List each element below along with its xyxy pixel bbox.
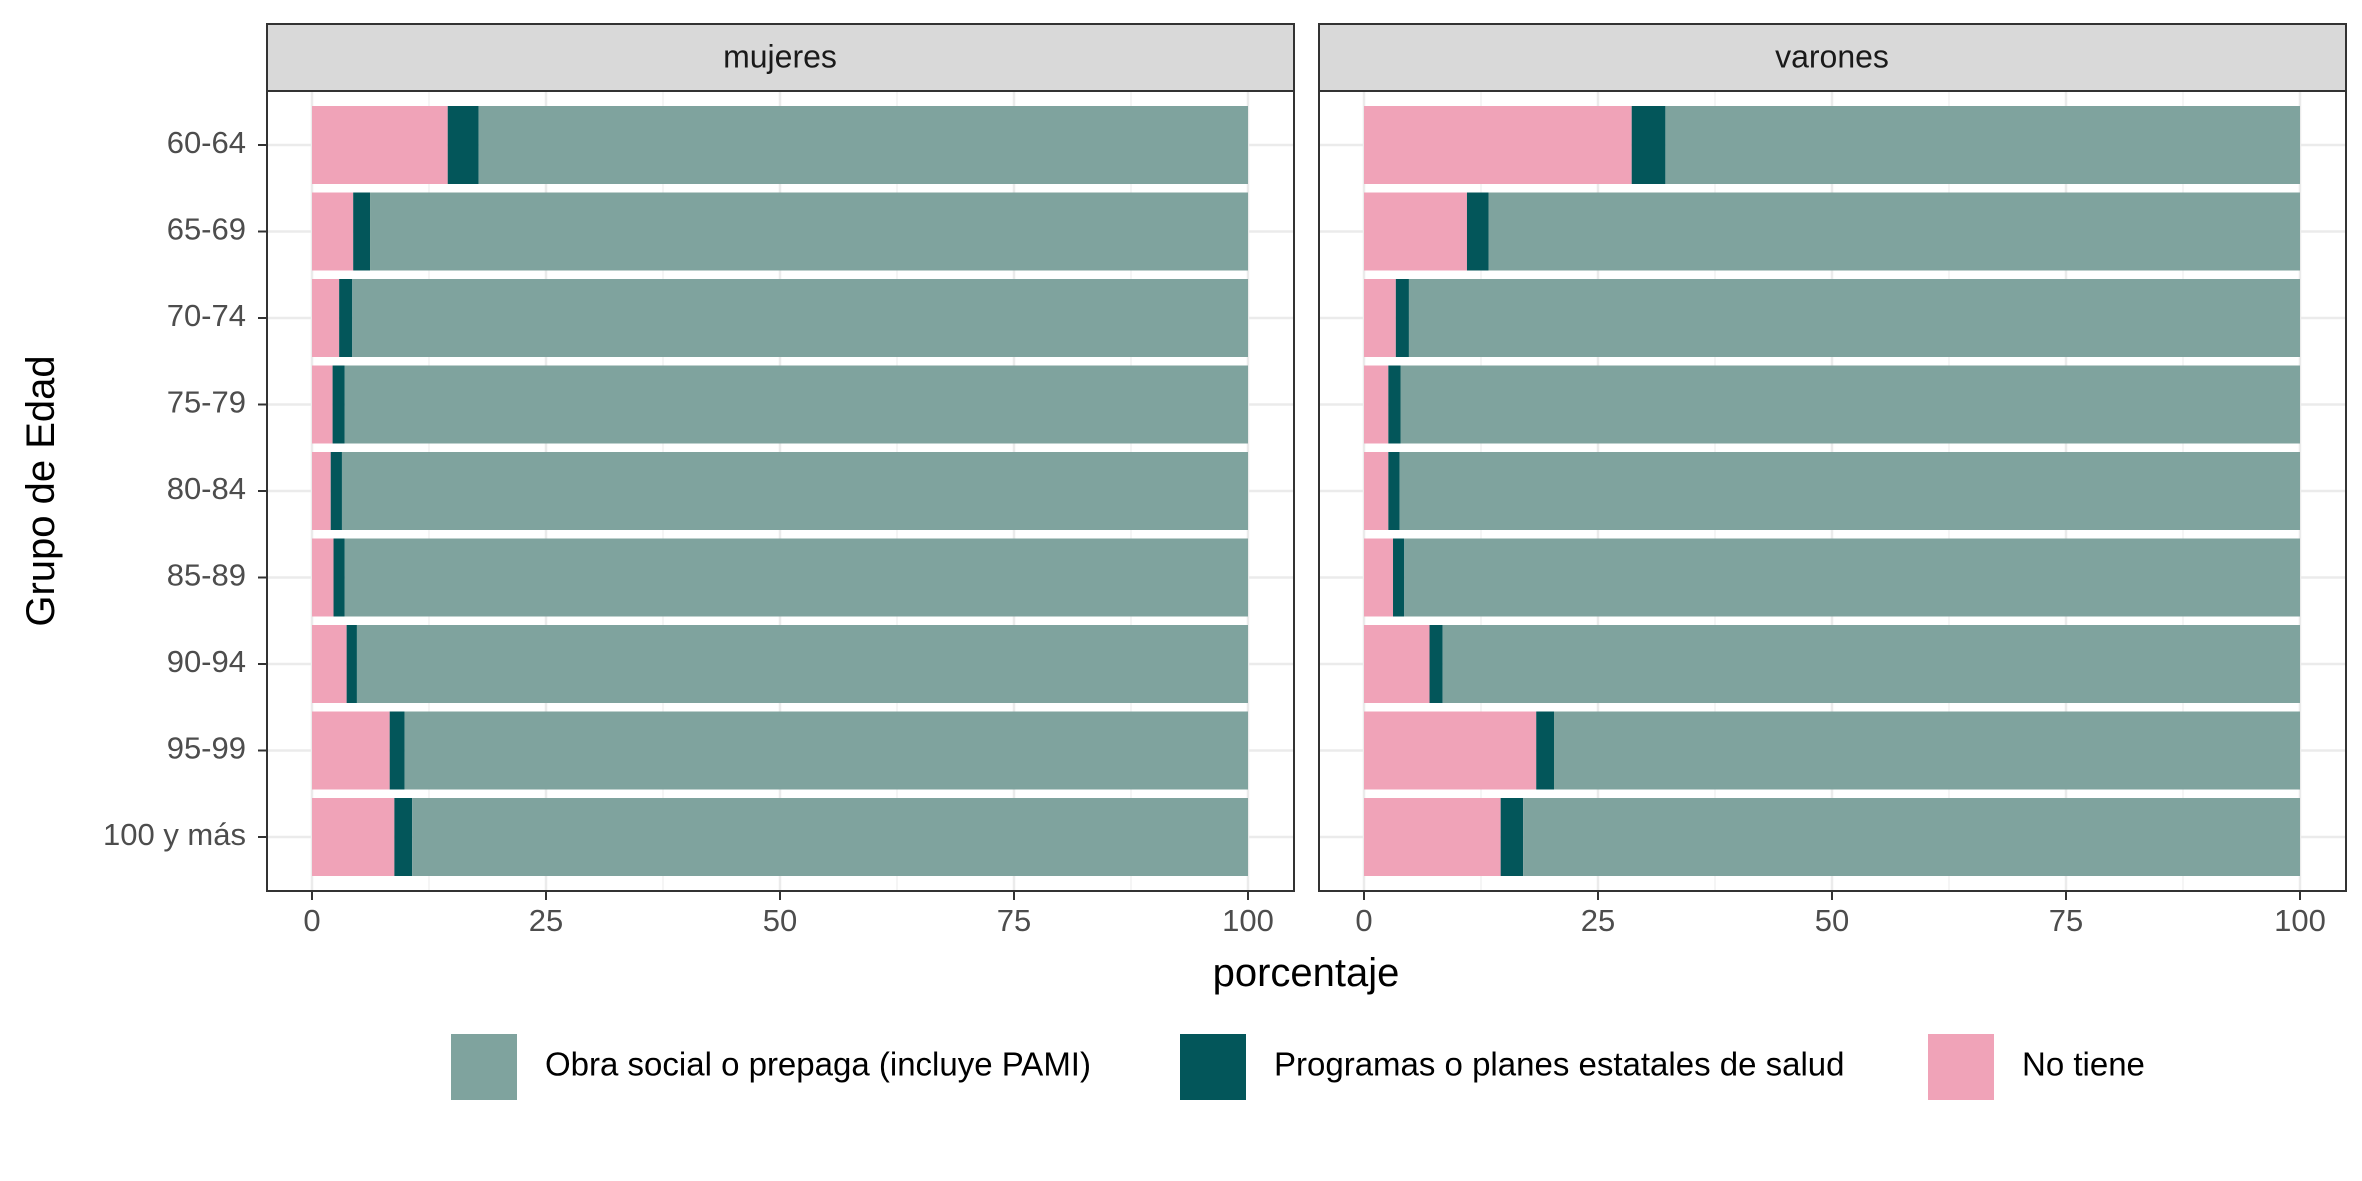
y-tick-label: 95-99 [167,731,246,766]
bar-segment [312,106,448,184]
y-tick-label: 100 y más [103,817,246,852]
panel-label-mujeres: mujeres [723,38,837,74]
bar-segment [332,365,345,444]
bar-segment [356,625,1249,703]
x-tick-label: 0 [303,903,320,938]
x-tick-label: 50 [1815,903,1849,938]
bar-segment [1466,192,1489,271]
panel-label-varones: varones [1775,38,1889,74]
legend-label: Programas o planes estatales de salud [1274,1046,1845,1083]
bar-segment [339,279,353,357]
bar-segment [370,192,1249,271]
y-tick-label: 90-94 [167,644,246,679]
bar-segment [1631,106,1666,184]
bar-segment [344,365,1248,444]
bar-segment [1364,798,1501,876]
bar-segment [312,711,390,790]
bar-segment [447,106,479,184]
bar-segment [1404,538,2300,617]
bar-segment [312,452,331,530]
x-tick-label: 25 [529,903,563,938]
y-tick-label: 75-79 [167,385,246,420]
bar-segment [346,625,357,703]
x-tick-label: 50 [763,903,797,938]
x-tick-label: 0 [1355,903,1372,938]
bar-segment [404,711,1248,790]
bar-segment [1364,711,1537,790]
bar-segment [1523,798,2300,876]
bar-segment [1364,625,1430,703]
bar-segment [1364,452,1389,530]
bar-segment [1364,279,1396,357]
bar-segment [312,192,354,271]
bar-segment [312,365,333,444]
panel-strip-mujeres: mujeres [266,23,1295,92]
bar-segment [1364,192,1467,271]
bar-segment [1665,106,2300,184]
y-tick-label: 85-89 [167,558,246,593]
x-tick-label: 25 [1581,903,1615,938]
bar-segment [412,798,1249,876]
bar-segment [1388,365,1401,444]
bar-segment [312,625,347,703]
x-tick-label: 100 [1222,903,1274,938]
y-tick-label: 65-69 [167,212,246,247]
bar-segment [330,452,342,530]
bar-segment [1400,365,2300,444]
bar-segment [1536,711,1555,790]
bar-segment [1488,192,2300,271]
bar-segment [312,538,334,617]
bar-segment [389,711,405,790]
y-tick-label: 70-74 [167,298,246,333]
bar-segment [1364,106,1632,184]
legend-key [1180,1034,1246,1100]
legend-key [1928,1034,1994,1100]
legend-label: Obra social o prepaga (incluye PAMI) [545,1046,1091,1083]
x-tick-label: 100 [2274,903,2326,938]
y-tick-label: 60-64 [167,125,246,160]
bar-segment [312,279,340,357]
bars [312,106,2300,876]
bar-segment [1442,625,2300,703]
bar-segment [1408,279,2300,357]
bar-segment [394,798,413,876]
bar-segment [344,538,1248,617]
bar-segment [1399,452,2300,530]
bar-segment [1395,279,1409,357]
bar-segment [352,279,1248,357]
x-tick-label: 75 [997,903,1031,938]
bar-segment [353,192,371,271]
bar-segment [1364,365,1389,444]
bar-segment [333,538,345,617]
axes: 0 25 50 75 100 0 25 50 75 100 60-64 65-69 70-74 75-79… [103,125,2326,938]
x-axis-title: porcentaje [1213,951,1400,995]
y-axis-title: Grupo de Edad [19,355,63,626]
y-tick-label: 80-84 [167,471,246,506]
bar-segment [341,452,1248,530]
bar-segment [1388,452,1400,530]
bar-segment [312,798,395,876]
panel-strip-varones: varones [1318,23,2347,92]
bar-segment [478,106,1248,184]
bar-segment [1500,798,1524,876]
legend-label: No tiene [2022,1046,2145,1083]
x-tick-label: 75 [2049,903,2083,938]
legend-key [451,1034,517,1100]
bar-segment [1429,625,1443,703]
bar-segment [1393,538,1405,617]
legend: Obra social o prepaga (incluye PAMI) Prog… [451,1034,2145,1100]
bar-segment [1364,538,1394,617]
bar-segment [1554,711,2300,790]
